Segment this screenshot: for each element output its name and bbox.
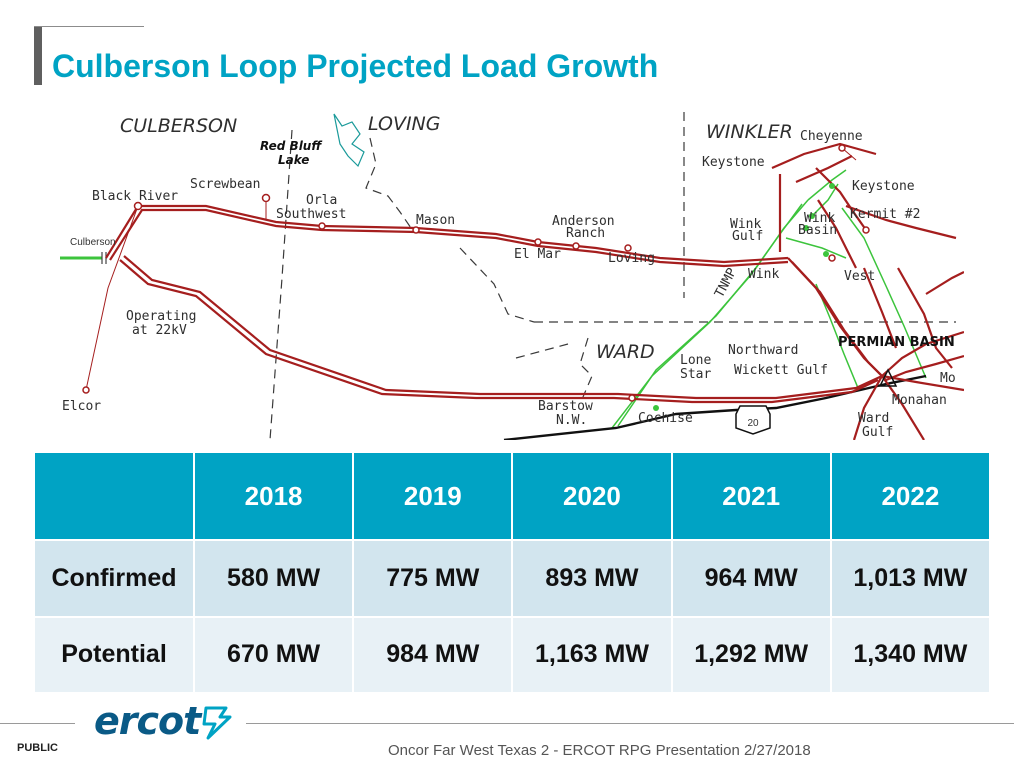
transmission-lines — [105, 142, 964, 440]
tnmp-lines — [611, 169, 927, 429]
green-dots — [653, 183, 835, 411]
load-growth-table: 2018 2019 2020 2021 2022 Confirmed 580 M… — [33, 451, 991, 694]
label-orla-southwest: Southwest — [276, 207, 346, 222]
transmission-map: 20 CULBERSON LOVING WINKLER WARD Red Blu… — [56, 108, 964, 440]
classification-label: PUBLIC — [17, 742, 58, 754]
table-cell: 964 MW — [672, 541, 830, 616]
label-mason: Mason — [416, 213, 455, 228]
label-monahans-cut: Mo — [940, 371, 956, 386]
table-cell: 984 MW — [354, 617, 512, 692]
table-cell: 1,340 MW — [831, 617, 989, 692]
title-top-rule — [34, 26, 144, 27]
label-ward-gulf-2: Gulf — [862, 425, 893, 440]
permian-basin-marker — [878, 368, 898, 387]
footer-rule-left — [0, 723, 75, 724]
label-lone: Lone — [680, 353, 711, 368]
red-bluff-lake — [333, 113, 365, 168]
label-culberson: Culberson — [70, 237, 116, 248]
table-cell: 1,163 MW — [513, 617, 671, 692]
county-loving: LOVING — [368, 113, 441, 135]
label-wink: Wink — [748, 267, 779, 282]
table-cell: 1,292 MW — [672, 617, 830, 692]
label-orla: Orla — [306, 193, 337, 208]
highway-20-label: 20 — [747, 418, 759, 429]
label-anderson: Anderson — [552, 214, 615, 229]
row-label-confirmed: Confirmed — [35, 541, 193, 616]
year-header: 2022 — [831, 453, 989, 539]
label-operating-kv: at 22kV — [132, 323, 187, 338]
label-keystone-west: Keystone — [702, 155, 765, 170]
label-wink-gulf-2: Gulf — [732, 229, 763, 244]
label-tnmp: TNMP — [712, 266, 740, 301]
label-vest: Vest — [844, 269, 875, 284]
county-winkler: WINKLER — [706, 121, 793, 143]
county-ward: WARD — [596, 341, 655, 363]
label-wickett-gulf: Wickett Gulf — [734, 363, 828, 378]
title-accent-bar — [34, 27, 42, 85]
table-cell: 670 MW — [195, 617, 353, 692]
year-header: 2018 — [195, 453, 353, 539]
label-barstow: Barstow — [538, 399, 593, 414]
label-loving: Loving — [608, 251, 655, 266]
label-operating: Operating — [126, 309, 196, 324]
lake-label-line2: Lake — [278, 153, 309, 167]
label-northward: Northward — [728, 343, 798, 358]
ercot-logo-text: ercot — [94, 699, 201, 743]
county-boundaries — [269, 112, 956, 440]
county-culberson: CULBERSON — [120, 115, 237, 137]
label-monahan: Monahan — [892, 393, 947, 408]
substation-dots — [82, 144, 870, 402]
table-cell: 775 MW — [354, 541, 512, 616]
label-cheyenne: Cheyenne — [800, 129, 863, 144]
year-header: 2020 — [513, 453, 671, 539]
year-header: 2019 — [354, 453, 512, 539]
label-el-mar: El Mar — [514, 247, 561, 262]
footer-caption: Oncor Far West Texas 2 - ERCOT RPG Prese… — [388, 742, 811, 759]
label-screwbean: Screwbean — [190, 177, 260, 192]
footer-rule-right — [246, 723, 1014, 724]
label-black-river: Black River — [92, 189, 178, 204]
label-anderson-ranch: Ranch — [566, 226, 605, 241]
label-kermit: Kermit #2 — [850, 207, 920, 222]
ercot-bolt-icon — [202, 706, 232, 740]
label-wink-basin-1: Wink — [804, 211, 835, 226]
ercot-logo: ercot — [94, 699, 234, 743]
row-label-potential: Potential — [35, 617, 193, 692]
lake-label-line1: Red Bluff — [260, 139, 322, 153]
label-barstow-nw: N.W. — [556, 413, 587, 428]
label-ward-gulf-1: Ward — [858, 411, 889, 426]
label-elcor: Elcor — [62, 399, 101, 414]
label-permian-basin: PERMIAN BASIN — [838, 335, 955, 350]
table-row-potential: Potential 670 MW 984 MW 1,163 MW 1,292 M… — [35, 617, 989, 692]
table-header-row: 2018 2019 2020 2021 2022 — [35, 453, 989, 539]
label-wink-gulf-1: Wink — [730, 217, 761, 232]
table-row-confirmed: Confirmed 580 MW 775 MW 893 MW 964 MW 1,… — [35, 541, 989, 616]
label-keystone-east: Keystone — [852, 179, 915, 194]
slide-title: Culberson Loop Projected Load Growth — [52, 48, 659, 84]
label-star: Star — [680, 367, 711, 382]
highway-20-shield: 20 — [735, 405, 771, 435]
table-cell: 580 MW — [195, 541, 353, 616]
table-cell: 893 MW — [513, 541, 671, 616]
table-corner-cell — [35, 453, 193, 539]
year-header: 2021 — [672, 453, 830, 539]
table-cell: 1,013 MW — [831, 541, 989, 616]
label-wink-basin-2: Basin — [798, 223, 837, 238]
label-cochise: Cochise — [638, 411, 693, 426]
